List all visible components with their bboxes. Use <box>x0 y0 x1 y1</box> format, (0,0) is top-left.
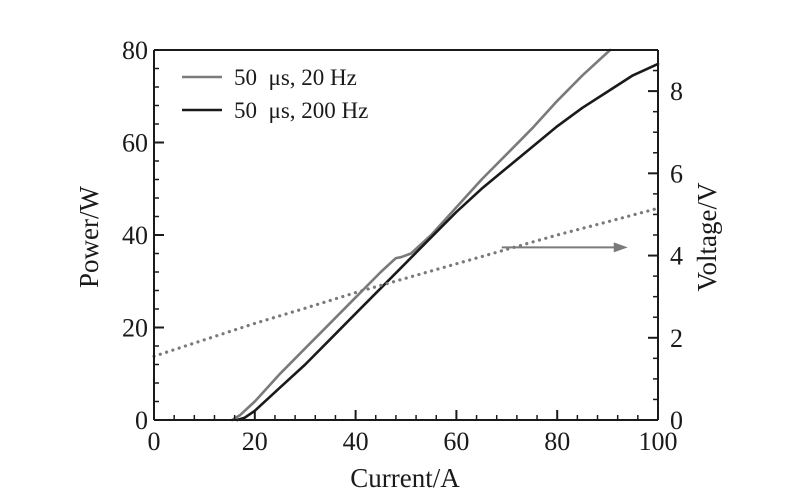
x-tick-label: 0 <box>148 427 161 456</box>
annotation-layer <box>501 242 628 253</box>
series-layer <box>152 48 660 422</box>
axes-layer <box>153 49 659 421</box>
x-axis-title: Current/A <box>350 463 460 493</box>
arrow-annotation-head <box>613 242 628 253</box>
x-tick-label: 60 <box>443 427 469 456</box>
y-tick-label: 0 <box>135 406 148 435</box>
series-line-2 <box>235 62 660 422</box>
legend-label-series-2: 50 μs, 200 Hz <box>234 98 368 123</box>
y-tick-label: 20 <box>122 314 148 343</box>
y2-tick-label: 8 <box>670 77 683 106</box>
legend: 50 μs, 20 Hz 50 μs, 200 Hz <box>182 65 368 123</box>
y2-tick-label: 4 <box>670 242 683 271</box>
series-line-3 <box>152 206 660 358</box>
y-axis-title: Power/W <box>74 186 104 288</box>
y2-tick-label: 0 <box>670 406 683 435</box>
x-tick-label: 40 <box>343 427 369 456</box>
y-tick-label: 80 <box>122 36 148 65</box>
legend-label-series-1: 50 μs, 20 Hz <box>234 65 357 90</box>
x-tick-label: 80 <box>544 427 570 456</box>
y-tick-label: 40 <box>122 221 148 250</box>
y-tick-label: 60 <box>122 129 148 158</box>
series-line-1 <box>230 48 612 422</box>
x-tick-label: 100 <box>639 427 678 456</box>
x-tick-label: 20 <box>242 427 268 456</box>
y2-axis-title: Voltage/V <box>692 182 722 291</box>
y2-tick-label: 2 <box>670 324 683 353</box>
y2-tick-label: 6 <box>670 159 683 188</box>
